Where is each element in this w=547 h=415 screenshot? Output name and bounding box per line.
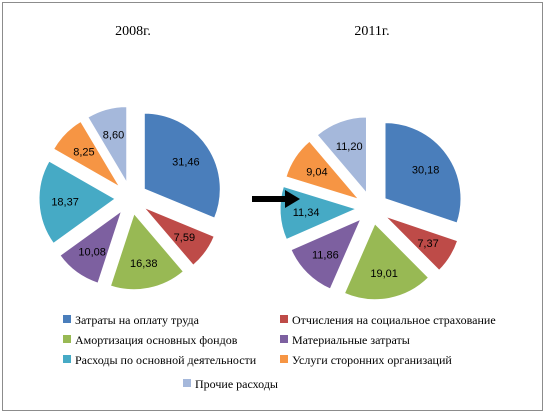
data-label-2011-6: 9,04	[306, 167, 327, 179]
pie-slice-2008-4	[59, 209, 123, 284]
data-label-2011-4: 11,86	[312, 250, 339, 262]
pie-slice-2008-1	[143, 112, 221, 219]
pie-slice-2008-3	[109, 212, 185, 291]
pie-slice-2011-7	[316, 116, 367, 195]
pie-slice-2011-5	[279, 185, 358, 241]
pie-2008: 31,46 7,59 16,38 10,08 18,37 8,25 8,60	[38, 106, 221, 291]
data-label-2011-3: 19,01	[370, 268, 398, 280]
chart-canvas: 2008г. 2011г. 31,46 7,59 16,38 10,08 18,37 8,…	[38, 24, 496, 391]
data-label-2008-6: 8,25	[73, 147, 94, 159]
legend-swatch-3	[63, 335, 71, 343]
pie-slice-2011-1	[384, 122, 462, 224]
data-label-2011-2: 7,37	[417, 238, 438, 250]
right-arrow-icon	[252, 190, 300, 208]
legend-swatch-6	[280, 355, 288, 363]
pie-slice-2011-6	[285, 140, 361, 201]
data-label-2008-4: 10,08	[78, 246, 106, 258]
legend-swatch-4	[280, 335, 288, 343]
legend-label-4: Материальные затраты	[292, 333, 410, 347]
pie-slice-2008-5	[38, 160, 116, 245]
data-label-2008-5: 18,37	[51, 197, 79, 209]
pie-slice-2011-4	[290, 218, 362, 290]
data-label-2011-1: 30,18	[412, 165, 440, 177]
pie-slice-2011-3	[343, 222, 430, 301]
legend-swatch-1	[63, 315, 71, 323]
legend-label-6: Услуги сторонних организаций	[292, 353, 452, 367]
data-label-2011-7: 11,20	[336, 141, 363, 153]
pie-slice-2011-2	[385, 215, 459, 272]
data-label-2008-1: 31,46	[172, 156, 200, 168]
data-label-2008-3: 16,38	[130, 258, 158, 270]
legend-label-1: Затраты на оплату труда	[75, 313, 200, 327]
pie-slice-2008-6	[52, 120, 121, 189]
legend-label-3: Амортизация основных фондов	[75, 333, 238, 347]
legend-swatch-2	[280, 315, 288, 323]
chart-frame: 2008г. 2011г. 31,46 7,59 16,38 10,08 18,37 8,…	[2, 2, 543, 411]
legend-label-7: Прочие расходы	[195, 377, 278, 391]
legend-label-5: Расходы по основной деятельности	[75, 353, 257, 367]
data-label-2011-5: 11,34	[293, 207, 320, 219]
pie-2011: 30,18 7,37 19,01 11,86 11,34 9,04 11,20	[279, 116, 462, 301]
legend-swatch-5	[63, 355, 71, 363]
legend-swatch-7	[183, 379, 191, 387]
pie-slice-2008-7	[87, 106, 128, 185]
chart-title-2011: 2011г.	[354, 24, 389, 39]
chart-title-2008: 2008г.	[115, 24, 151, 39]
pie-slice-2008-2	[143, 206, 215, 266]
data-label-2008-2: 7,59	[174, 232, 195, 244]
legend-label-2: Отчисления на социальное страхование	[292, 313, 496, 327]
data-label-2008-7: 8,60	[103, 129, 124, 141]
legend: Затраты на оплату труда Отчисления на соц…	[63, 313, 496, 391]
